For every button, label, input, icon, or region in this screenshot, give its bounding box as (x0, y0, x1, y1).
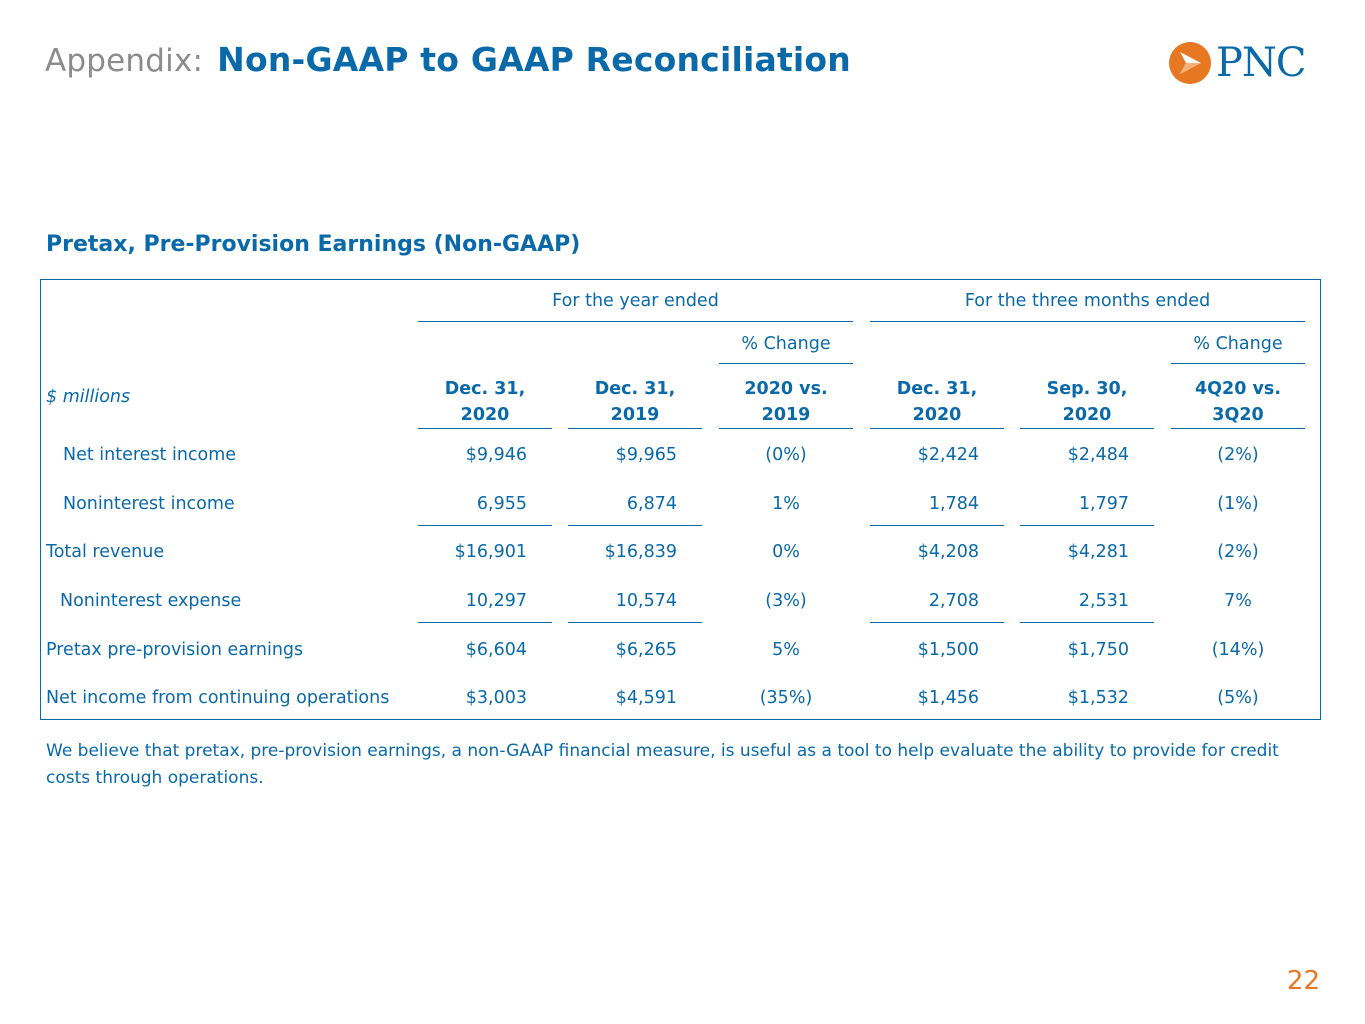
title-prefix: Appendix: (45, 43, 204, 79)
table-cell: 1% (772, 494, 800, 514)
divider (418, 525, 552, 526)
row-label-pretax-pre-provision-earnings: Pretax pre-provision earnings (46, 640, 304, 660)
table-cell: 5% (772, 640, 800, 660)
table-cell: (5%) (1217, 688, 1259, 708)
table-cell: $1,500 (917, 640, 979, 660)
table-cell: $4,208 (917, 542, 979, 562)
pct-change-label-year: % Change (741, 334, 831, 354)
row-label-total-revenue: Total revenue (46, 542, 165, 562)
table-cell: 2,708 (928, 591, 979, 611)
table-cell: (1%) (1217, 494, 1259, 514)
column-header: Dec. 31, 2020 (870, 376, 1004, 428)
row-label-noninterest-expense: Noninterest expense (60, 591, 242, 611)
table-cell: 6,955 (476, 494, 527, 514)
page-number: 22 (1286, 966, 1320, 996)
column-header-line1: Dec. 31, (594, 379, 676, 399)
divider (870, 428, 1004, 429)
logo-text: PNC (1216, 40, 1307, 86)
row-label-noninterest-income: Noninterest income (63, 494, 235, 514)
column-header-line2: 3Q20 (1212, 405, 1264, 425)
column-header-line1: 2020 vs. (744, 379, 828, 399)
divider (568, 622, 702, 623)
table-cell: (14%) (1211, 640, 1265, 660)
table-cell: $2,424 (917, 445, 979, 465)
group-header-three-months: For the three months ended (964, 291, 1211, 311)
footnote: We believe that pretax, pre-provision ea… (46, 741, 1279, 788)
table-cell: 0% (772, 542, 800, 562)
table-cell: (35%) (759, 688, 813, 708)
column-header-line1: 4Q20 vs. (1195, 379, 1281, 399)
column-header-line2: 2019 (761, 405, 811, 425)
section-title: Pretax, Pre-Provision Earnings (Non-GAAP… (46, 232, 581, 257)
table-cell: $6,604 (465, 640, 527, 660)
page-title: Non-GAAP to GAAP Reconciliation (217, 40, 852, 79)
table-cell: $1,456 (917, 688, 979, 708)
row-label-net-income-continuing-operations: Net income from continuing operations (46, 688, 390, 708)
table-cell: (2%) (1217, 445, 1259, 465)
row-label-net-interest-income: Net interest income (63, 445, 237, 465)
divider (568, 525, 702, 526)
table-cell: 1,784 (928, 494, 979, 514)
divider (1020, 525, 1154, 526)
table-cell: $6,265 (615, 640, 677, 660)
column-header-line2: 2020 (1062, 405, 1112, 425)
table-cell: $4,281 (1067, 542, 1129, 562)
reconciliation-table: For the year ended For the three months … (40, 279, 1321, 720)
column-header-line1: Dec. 31, (896, 379, 978, 399)
divider (1020, 622, 1154, 623)
pct-change-label-quarter: % Change (1193, 334, 1283, 354)
column-header: Sep. 30, 2020 (1020, 376, 1154, 428)
pnc-logo-icon (1169, 42, 1211, 84)
divider (418, 321, 853, 322)
table-cell: 10,574 (615, 591, 677, 611)
table-cell: $1,750 (1067, 640, 1129, 660)
divider (1171, 363, 1305, 364)
divider (568, 428, 702, 429)
column-header-line1: Sep. 30, (1046, 379, 1128, 399)
table-cell: 1,797 (1078, 494, 1129, 514)
page-header: Appendix: Non-GAAP to GAAP Reconciliatio… (45, 40, 851, 90)
table-cell: $3,003 (465, 688, 527, 708)
divider (719, 363, 853, 364)
divider (719, 428, 853, 429)
table-cell: $16,901 (454, 542, 527, 562)
table-cell: (0%) (765, 445, 807, 465)
table-cell: 2,531 (1078, 591, 1129, 611)
table-cell: 7% (1224, 591, 1252, 611)
divider (1171, 428, 1305, 429)
table-cell: (2%) (1217, 542, 1259, 562)
divider (418, 428, 552, 429)
divider (870, 321, 1305, 322)
pnc-logo: PNC (1168, 38, 1320, 88)
table-cell: $16,839 (604, 542, 677, 562)
table-cell: $9,965 (615, 445, 677, 465)
divider (870, 622, 1004, 623)
column-header-line2: 2020 (912, 405, 962, 425)
column-header-line2: 2020 (460, 405, 510, 425)
column-header: 4Q20 vs. 3Q20 (1171, 376, 1305, 428)
column-header-line1: Dec. 31, (444, 379, 526, 399)
column-header-line2: 2019 (610, 405, 660, 425)
column-header: 2020 vs. 2019 (719, 376, 853, 428)
column-header: Dec. 31, 2019 (568, 376, 702, 428)
units-label: $ millions (46, 387, 131, 407)
table-cell: (3%) (765, 591, 807, 611)
table-cell: 10,297 (465, 591, 527, 611)
divider (1020, 428, 1154, 429)
table-cell: $1,532 (1067, 688, 1129, 708)
divider (870, 525, 1004, 526)
divider (418, 622, 552, 623)
column-header: Dec. 31, 2020 (418, 376, 552, 428)
table-cell: $4,591 (615, 688, 677, 708)
table-cell: $9,946 (465, 445, 527, 465)
group-header-year: For the year ended (552, 291, 719, 311)
table-cell: 6,874 (626, 494, 677, 514)
table-cell: $2,484 (1067, 445, 1129, 465)
